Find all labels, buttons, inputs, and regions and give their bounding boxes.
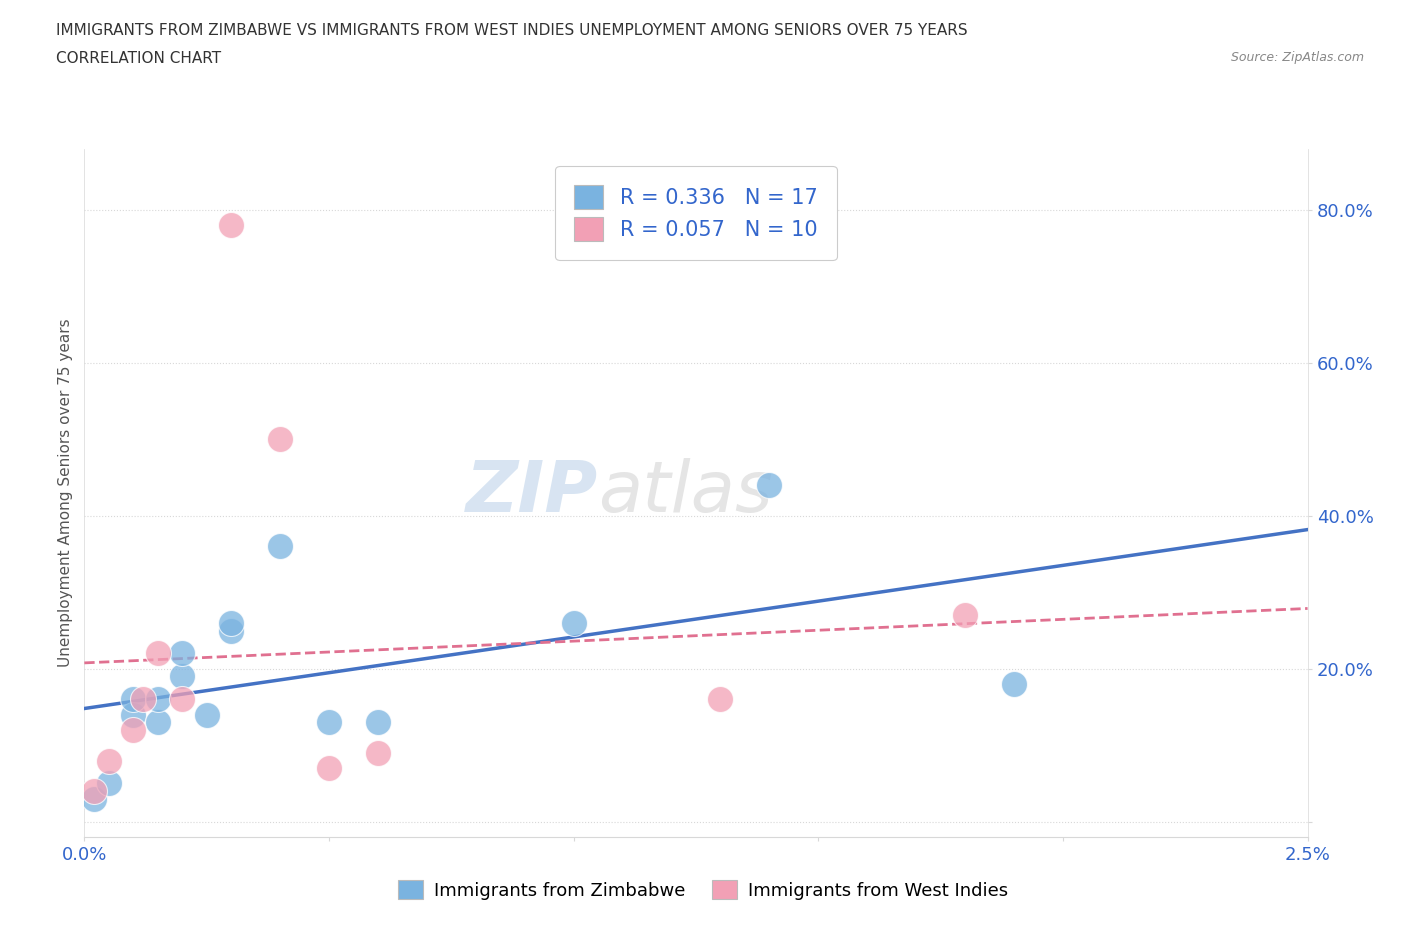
Point (1002, 677, 1025, 692)
Point (318, 715, 340, 730)
Point (367, 715, 389, 730)
Point (122, 723, 145, 737)
Point (367, 746, 389, 761)
Legend: Immigrants from Zimbabwe, Immigrants from West Indies: Immigrants from Zimbabwe, Immigrants fro… (391, 873, 1015, 907)
Point (172, 692, 194, 707)
Point (562, 616, 585, 631)
Text: Source: ZipAtlas.com: Source: ZipAtlas.com (1230, 51, 1364, 64)
Point (122, 707, 145, 722)
Point (318, 761, 340, 776)
Text: CORRELATION CHART: CORRELATION CHART (56, 51, 221, 66)
Text: IMMIGRANTS FROM ZIMBABWE VS IMMIGRANTS FROM WEST INDIES UNEMPLOYMENT AMONG SENIO: IMMIGRANTS FROM ZIMBABWE VS IMMIGRANTS F… (56, 23, 967, 38)
Point (83, 784, 105, 799)
Legend: R = 0.336   N = 17, R = 0.057   N = 10: R = 0.336 N = 17, R = 0.057 N = 10 (555, 166, 837, 260)
Point (269, 539, 291, 554)
Y-axis label: Unemployment Among Seniors over 75 years: Unemployment Among Seniors over 75 years (58, 319, 73, 667)
Point (172, 646, 194, 661)
Point (132, 692, 155, 707)
Point (269, 432, 291, 446)
Point (83, 791, 105, 806)
Point (146, 646, 169, 661)
Point (122, 692, 145, 707)
Point (219, 616, 242, 631)
Point (219, 623, 242, 638)
Text: atlas: atlas (598, 458, 773, 527)
Text: ZIP: ZIP (465, 458, 598, 527)
Point (146, 715, 169, 730)
Point (146, 692, 169, 707)
Point (953, 608, 976, 623)
Point (219, 218, 242, 232)
Point (172, 669, 194, 684)
Point (709, 692, 731, 707)
Point (758, 478, 780, 493)
Point (97, 776, 120, 790)
Point (195, 707, 218, 722)
Point (97, 753, 120, 768)
